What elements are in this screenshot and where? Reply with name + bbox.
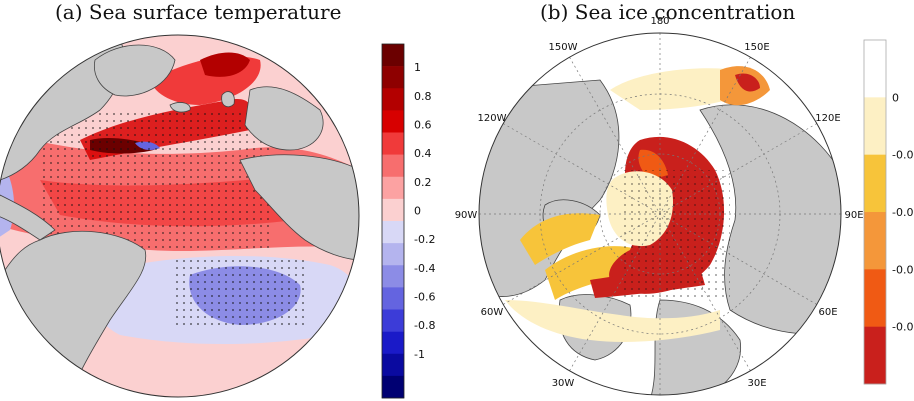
- seaice-colorbar-bin: [864, 97, 886, 155]
- sst-colorbar-bin: [382, 287, 404, 310]
- sst-colorbar-bin: [382, 243, 404, 266]
- sst-colorbar-tick-label: 0: [414, 204, 421, 217]
- seaice-colorbar-tick-label: -0.01: [892, 149, 914, 162]
- longitude-label: 90E: [844, 210, 863, 221]
- sst-colorbar: [381, 43, 405, 399]
- seaice-colorbar-tick-label: -0.03: [892, 263, 914, 276]
- longitude-label: 60E: [818, 307, 837, 318]
- seaice-colorbar-bin: [864, 269, 886, 327]
- sst-colorbar-bin: [382, 66, 404, 89]
- sst-colorbar-bin: [382, 265, 404, 288]
- longitude-label: 120W: [477, 113, 506, 124]
- sst-colorbar-bin: [382, 198, 404, 222]
- seaice-colorbar-bin: [864, 212, 886, 270]
- seaice-colorbar-tick-label: -0.02: [892, 206, 914, 219]
- seaice-colorbar-bin: [864, 326, 886, 385]
- seaice-polar-map: [479, 33, 841, 395]
- sst-colorbar-bin: [382, 88, 404, 111]
- sst-colorbar-tick-label: -0.4: [414, 262, 435, 275]
- sst-colorbar-tick-label: -0.2: [414, 233, 435, 246]
- panel-b-title: (b) Sea ice concentration: [540, 0, 796, 24]
- sst-colorbar-tick-label: 0.2: [414, 176, 432, 189]
- panel-a-title: (a) Sea surface temperature: [55, 0, 342, 24]
- sst-colorbar-frame: [381, 43, 405, 399]
- seaice-map-outline: [478, 32, 842, 396]
- sst-colorbar-labels: 1 0.8 0.6 0.4 0.2 0 -0.2 -0.4 -0.6 -0.8 -1: [414, 61, 435, 361]
- sst-colorbar-bin: [382, 176, 404, 200]
- longitude-label: 30E: [747, 378, 766, 389]
- seaice-colorbar-frame: [863, 39, 887, 385]
- sst-colorbar-bin: [382, 110, 404, 133]
- sst-colorbar-tick-label: -0.6: [414, 290, 435, 303]
- seaice-colorbar-labels: 0 -0.01 -0.02 -0.03 -0.04: [892, 91, 914, 333]
- sst-colorbar-tick-label: 0.6: [414, 119, 432, 132]
- longitude-label: 60W: [481, 307, 504, 318]
- sst-colorbar-bin: [382, 353, 404, 377]
- sst-globe: [0, 35, 359, 397]
- sst-colorbar-bin: [382, 309, 404, 332]
- longitude-label: 90W: [455, 210, 478, 221]
- seaice-colorbar: [863, 39, 887, 385]
- sst-colorbar-bin: [382, 375, 404, 399]
- seaice-colorbar-tick-label: -0.04: [892, 321, 914, 334]
- longitude-label: 30W: [552, 378, 575, 389]
- seaice-colorbar-bin: [864, 40, 886, 98]
- longitude-label: 120E: [815, 113, 840, 124]
- sst-colorbar-tick-label: 0.4: [414, 147, 432, 160]
- sst-colorbar-bin: [382, 154, 404, 178]
- longitude-label: 180: [650, 16, 669, 27]
- sst-colorbar-bin: [382, 44, 404, 67]
- sst-colorbar-tick-label: -0.8: [414, 319, 435, 332]
- sst-globe-outline: [0, 34, 360, 398]
- longitude-labels: 180150E120E90E60E30E030W60W90W120W150W: [455, 16, 864, 389]
- sst-colorbar-bin: [382, 221, 404, 244]
- sst-colorbar-bin: [382, 331, 404, 355]
- sst-colorbar-tick-label: -1: [414, 348, 425, 361]
- seaice-colorbar-tick-label: 0: [892, 91, 899, 104]
- longitude-label: 150W: [549, 42, 578, 53]
- sst-colorbar-tick-label: 1: [414, 61, 421, 74]
- longitude-label: 150E: [744, 42, 769, 53]
- sst-colorbar-bin: [382, 132, 404, 155]
- sst-colorbar-tick-label: 0.8: [414, 90, 432, 103]
- seaice-colorbar-bin: [864, 154, 886, 213]
